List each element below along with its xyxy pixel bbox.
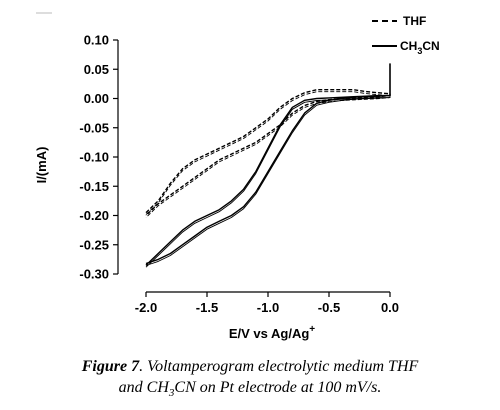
legend-thf-label: THF [403,14,426,28]
figure-caption: Figure 7. Voltamperogram electrolytic me… [0,356,500,404]
y-tick-label: -0.30 [79,267,109,282]
x-tick-label: 0.0 [381,300,399,315]
data-series [145,63,391,268]
legend-ch3cn-label: CH3CN [400,39,440,56]
x-tick-label: -2.0 [135,300,157,315]
y-tick-label: -0.25 [79,237,109,252]
y-tick-label: -0.15 [79,179,109,194]
y-axis-title: I/(mA) [34,147,49,184]
legend: THF CH3CN [372,14,440,56]
caption-line-1-text: . Voltamperogram electrolytic medium THF [139,358,419,375]
caption-line-1: Figure 7. Voltamperogram electrolytic me… [0,356,500,377]
x-axis-title: E/V vs Ag/Ag+ [229,324,315,341]
caption-line-2: and CH3CN on Pt electrode at 100 mV/s. [118,379,382,400]
caption-figure-label: Figure 7 [81,358,140,375]
series-line-thf [145,88,391,217]
x-tick-label: -1.5 [196,300,218,315]
series-line-ch3cn-reverse [145,97,391,268]
y-tick-label: 0.05 [84,62,109,77]
series-line-thf-reverse [145,91,391,218]
series-line-ch3cn [145,94,391,266]
y-tick-label: -0.10 [79,150,109,165]
tick-labels: 0.10 0.05 0.00 -0.05 -0.10 -0.15 -0.20 -0.25 -0.… [79,33,399,316]
y-tick-label: 0.10 [84,33,109,48]
y-tick-label: -0.20 [79,208,109,223]
x-tick-label: -1.0 [257,300,279,315]
y-tick-label: -0.05 [79,120,109,135]
x-axis-title-sup: + [309,324,315,335]
y-tick-label: 0.00 [84,91,109,106]
x-tick-label: -0.5 [318,300,340,315]
plot-axes [113,39,391,297]
x-axis-title-main: E/V vs Ag/Ag [229,326,309,341]
